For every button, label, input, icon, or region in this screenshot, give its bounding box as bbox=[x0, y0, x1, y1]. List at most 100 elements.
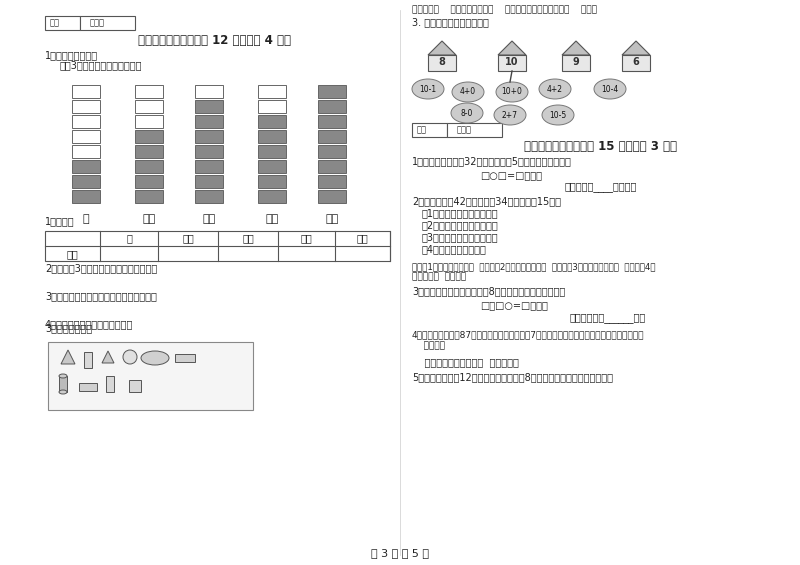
Bar bbox=[72, 190, 100, 203]
Bar bbox=[195, 190, 223, 203]
Bar bbox=[318, 100, 346, 113]
Text: 评卷人: 评卷人 bbox=[90, 19, 105, 28]
Bar bbox=[135, 175, 163, 188]
Text: 西瓜: 西瓜 bbox=[326, 214, 338, 224]
Text: 5、明明上午算了12道数学题，下午算了8道，上午比下午多算多少道题？: 5、明明上午算了12道数学题，下午算了8道，上午比下午多算多少道题？ bbox=[412, 372, 613, 382]
Bar bbox=[318, 160, 346, 173]
Ellipse shape bbox=[412, 79, 444, 99]
Text: 8-0: 8-0 bbox=[461, 108, 473, 118]
Text: 10-5: 10-5 bbox=[550, 111, 566, 120]
Text: 2、小英摘红花42朵，摘黄花34朵，摘白花15朵。: 2、小英摘红花42朵，摘黄花34朵，摘白花15朵。 bbox=[412, 196, 561, 206]
Ellipse shape bbox=[451, 103, 483, 123]
Ellipse shape bbox=[123, 350, 137, 364]
Text: 得分: 得分 bbox=[50, 19, 60, 28]
Bar bbox=[129, 380, 141, 392]
Text: 4、你能试着提一个数学问题吗？: 4、你能试着提一个数学问题吗？ bbox=[45, 319, 134, 329]
Bar bbox=[258, 85, 286, 98]
Bar bbox=[72, 115, 100, 128]
Bar bbox=[258, 115, 286, 128]
Bar bbox=[195, 145, 223, 158]
Bar bbox=[135, 100, 163, 113]
Bar bbox=[498, 55, 526, 71]
Ellipse shape bbox=[539, 79, 571, 99]
Text: 长方体有（    ）个，圆柱体有（    ）个，三角形和圆一共有（    ）个。: 长方体有（ ）个，圆柱体有（ ）个，三角形和圆一共有（ ）个。 bbox=[412, 6, 597, 15]
Bar bbox=[135, 85, 163, 98]
Text: 10+0: 10+0 bbox=[502, 88, 522, 97]
Text: 10: 10 bbox=[506, 57, 518, 67]
Bar bbox=[258, 100, 286, 113]
Text: 4+2: 4+2 bbox=[547, 85, 563, 93]
Text: 八、解决问题（本题共 15 分，每题 3 分）: 八、解决问题（本题共 15 分，每题 3 分） bbox=[523, 141, 677, 154]
Bar bbox=[318, 190, 346, 203]
Bar bbox=[258, 130, 286, 143]
Ellipse shape bbox=[594, 79, 626, 99]
Bar bbox=[258, 145, 286, 158]
Bar bbox=[258, 175, 286, 188]
Bar bbox=[106, 376, 114, 392]
Text: 苹果: 苹果 bbox=[182, 233, 194, 243]
Text: 人数: 人数 bbox=[66, 249, 78, 259]
Text: 2、一年级3班的同学最喜欢吃什么水果？: 2、一年级3班的同学最喜欢吃什么水果？ bbox=[45, 263, 158, 273]
Text: 2+7: 2+7 bbox=[502, 111, 518, 120]
Bar bbox=[195, 85, 223, 98]
Ellipse shape bbox=[141, 351, 169, 365]
Text: 8: 8 bbox=[438, 57, 446, 67]
Bar bbox=[80, 16, 135, 30]
Bar bbox=[428, 55, 456, 71]
Text: （2）白花比红花少多少朵？: （2）白花比红花少多少朵？ bbox=[422, 220, 498, 230]
Polygon shape bbox=[622, 41, 650, 55]
Text: 桃子: 桃子 bbox=[301, 233, 312, 243]
Text: □○□=□（个）: □○□=□（个） bbox=[480, 170, 542, 180]
Ellipse shape bbox=[496, 82, 528, 102]
Polygon shape bbox=[102, 351, 114, 363]
Text: 10-1: 10-1 bbox=[419, 85, 437, 93]
Bar bbox=[79, 383, 97, 391]
Bar bbox=[135, 160, 163, 173]
Text: 10-4: 10-4 bbox=[602, 85, 618, 93]
Text: 香蕉: 香蕉 bbox=[242, 233, 254, 243]
Polygon shape bbox=[428, 41, 456, 55]
Text: 桃子: 桃子 bbox=[266, 214, 278, 224]
Bar bbox=[562, 55, 590, 71]
Text: 评卷人: 评卷人 bbox=[457, 125, 472, 134]
Bar bbox=[412, 123, 447, 137]
Text: 3、看图找一找。: 3、看图找一找。 bbox=[45, 323, 92, 333]
Bar bbox=[84, 352, 92, 368]
Bar bbox=[72, 175, 100, 188]
Bar bbox=[135, 115, 163, 128]
Text: 一年3班喜欢吃水果情况如下图: 一年3班喜欢吃水果情况如下图 bbox=[60, 60, 142, 70]
Bar bbox=[48, 342, 253, 410]
Text: 苹果: 苹果 bbox=[142, 214, 156, 224]
Bar bbox=[195, 115, 223, 128]
Text: 一共又有（  ）朵花。: 一共又有（ ）朵花。 bbox=[412, 272, 466, 281]
Text: 3、喜欢吃香蕉的比喜欢吃梨的多多少人？: 3、喜欢吃香蕉的比喜欢吃梨的多多少人？ bbox=[45, 291, 157, 301]
Ellipse shape bbox=[59, 390, 67, 394]
Polygon shape bbox=[498, 41, 526, 55]
Bar bbox=[72, 130, 100, 143]
Bar bbox=[258, 190, 286, 203]
Text: 第 3 页 共 5 页: 第 3 页 共 5 页 bbox=[371, 548, 429, 558]
Text: 6: 6 bbox=[633, 57, 639, 67]
Text: 七、看图说话（本题共 12 分，每题 4 分）: 七、看图说话（本题共 12 分，每题 4 分） bbox=[138, 33, 291, 46]
Bar bbox=[195, 100, 223, 113]
Bar bbox=[318, 175, 346, 188]
Polygon shape bbox=[61, 350, 75, 364]
Bar bbox=[135, 145, 163, 158]
Bar bbox=[258, 160, 286, 173]
Text: （1）红花比黄花多多少朵？: （1）红花比黄花多多少朵？ bbox=[422, 208, 498, 218]
Text: 答：（1）红花比黄花多（  ）朵，（2）白花比红花少（  ）朵，（3）白花比黄花少（  ）朵，（4）: 答：（1）红花比黄花多（ ）朵，（2）白花比红花少（ ）朵，（3）白花比黄花少（… bbox=[412, 263, 655, 272]
Bar bbox=[72, 145, 100, 158]
Text: 香蕉: 香蕉 bbox=[202, 214, 216, 224]
Text: 1、看图完成问题。: 1、看图完成问题。 bbox=[45, 50, 98, 60]
Ellipse shape bbox=[452, 82, 484, 102]
Ellipse shape bbox=[494, 105, 526, 125]
Bar bbox=[135, 130, 163, 143]
Bar bbox=[59, 376, 67, 392]
Text: 西瓜: 西瓜 bbox=[357, 233, 368, 243]
Text: 9: 9 bbox=[573, 57, 579, 67]
Text: 1、小明妈妈买来了32个苹果，吃了5个，还有几个没吃？: 1、小明妈妈买来了32个苹果，吃了5个，还有几个没吃？ bbox=[412, 156, 572, 166]
Bar bbox=[318, 115, 346, 128]
Bar bbox=[622, 55, 650, 71]
Bar bbox=[195, 160, 223, 173]
Bar bbox=[195, 130, 223, 143]
